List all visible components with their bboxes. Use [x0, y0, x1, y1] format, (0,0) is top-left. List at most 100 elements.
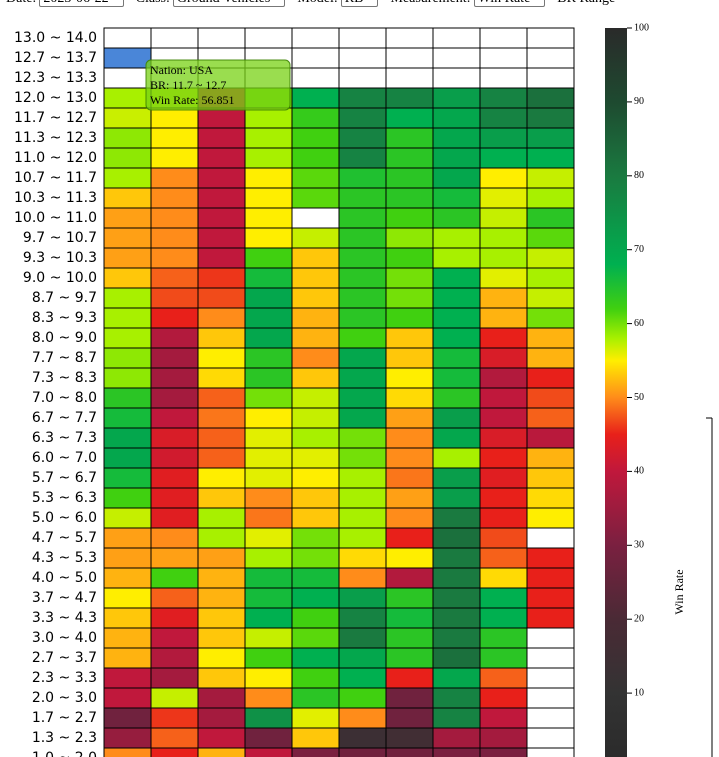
- cell: [197, 367, 246, 389]
- cell: [103, 627, 152, 649]
- cell: [385, 207, 434, 229]
- cell: [338, 707, 387, 729]
- cell: [150, 187, 199, 209]
- cell: [197, 547, 246, 569]
- cell: [244, 167, 293, 189]
- cell: [432, 347, 481, 369]
- cell: [103, 527, 152, 549]
- cell: [197, 587, 246, 609]
- cell: [291, 147, 340, 169]
- cell: [479, 487, 528, 509]
- cell: [103, 407, 152, 429]
- cell: [244, 467, 293, 489]
- cell: [150, 547, 199, 569]
- cell: [526, 587, 575, 609]
- cell: [432, 307, 481, 329]
- cell: [338, 667, 387, 689]
- cell: [526, 727, 575, 749]
- cell: [338, 387, 387, 409]
- cell: [291, 607, 340, 629]
- row-label: 3.0 ~ 4.0: [32, 630, 97, 646]
- tooltip-text: BR: 11.7 ~ 12.7: [150, 78, 226, 92]
- select[interactable]: RB: [340, 0, 379, 7]
- cell: [244, 547, 293, 569]
- cell: [479, 527, 528, 549]
- cell: [338, 87, 387, 109]
- cell: [197, 727, 246, 749]
- cell: [432, 607, 481, 629]
- cell: [479, 287, 528, 309]
- row-label: 3.7 ~ 4.7: [32, 590, 97, 606]
- cell: [432, 47, 481, 69]
- cell: [526, 667, 575, 689]
- cell: [103, 447, 152, 469]
- cell: [526, 307, 575, 329]
- row-label: 13.0 ~ 14.0: [14, 30, 97, 46]
- cell: [432, 327, 481, 349]
- cell: [479, 387, 528, 409]
- cell: [338, 347, 387, 369]
- cell: [338, 647, 387, 669]
- cell: [291, 707, 340, 729]
- select[interactable]: Win Rate: [473, 0, 546, 7]
- row-label: 1.7 ~ 2.7: [32, 710, 97, 726]
- cell: [103, 707, 152, 729]
- cell: [197, 647, 246, 669]
- cell: [479, 587, 528, 609]
- select[interactable]: Ground Vehicles: [172, 0, 286, 7]
- cell: [479, 447, 528, 469]
- cell: [338, 687, 387, 709]
- row-label: 7.3 ~ 8.3: [32, 370, 97, 386]
- cell: [432, 727, 481, 749]
- cell: [244, 507, 293, 529]
- cell: [150, 507, 199, 529]
- row-label: 3.3 ~ 4.3: [32, 610, 97, 626]
- cell: [103, 187, 152, 209]
- cell: [150, 427, 199, 449]
- cell: [103, 387, 152, 409]
- cell: [291, 547, 340, 569]
- control-label: Model:: [297, 0, 337, 7]
- colorbar-tick-label: 100: [634, 22, 649, 33]
- cell: [432, 627, 481, 649]
- cell: [150, 367, 199, 389]
- row-label: 9.0 ~ 10.0: [23, 270, 97, 286]
- cell: [526, 247, 575, 269]
- cell: [244, 267, 293, 289]
- cell: [432, 187, 481, 209]
- cell: [385, 287, 434, 309]
- cell: [291, 87, 340, 109]
- cell: [338, 547, 387, 569]
- select[interactable]: 2023-06-22: [39, 0, 124, 7]
- cell: [479, 247, 528, 269]
- cell: [385, 347, 434, 369]
- cell: [244, 607, 293, 629]
- cell: [197, 327, 246, 349]
- cell: [338, 747, 387, 757]
- cell: [432, 267, 481, 289]
- cell: [432, 87, 481, 109]
- cell: [479, 647, 528, 669]
- cell: [338, 467, 387, 489]
- cell: [103, 67, 152, 89]
- cell: [103, 107, 152, 129]
- cell: [432, 167, 481, 189]
- cell: [432, 107, 481, 129]
- cell: [291, 687, 340, 709]
- cell: [244, 487, 293, 509]
- cell: [244, 447, 293, 469]
- cell: [197, 447, 246, 469]
- cell: [103, 667, 152, 689]
- tooltip-text: Win Rate: 56.851: [150, 93, 235, 107]
- cell: [479, 607, 528, 629]
- colorbar-tick-label: 50: [634, 392, 644, 403]
- cell: [150, 287, 199, 309]
- cell: [526, 167, 575, 189]
- row-label: 10.7 ~ 11.7: [14, 170, 97, 186]
- row-label: 5.3 ~ 6.3: [32, 490, 97, 506]
- cell: [526, 507, 575, 529]
- cell: [244, 727, 293, 749]
- cell: [103, 567, 152, 589]
- cell: [432, 507, 481, 529]
